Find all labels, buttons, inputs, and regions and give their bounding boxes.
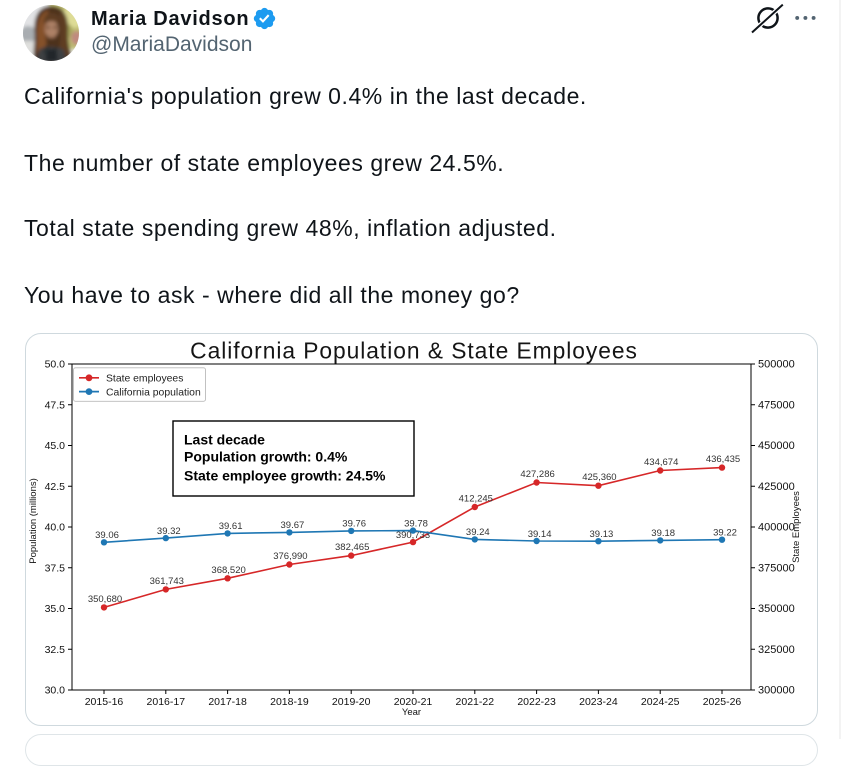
svg-text:2015-16: 2015-16	[85, 696, 124, 708]
svg-text:2017-18: 2017-18	[208, 696, 247, 708]
svg-text:39.13: 39.13	[590, 529, 614, 540]
svg-text:2024-25: 2024-25	[641, 696, 680, 708]
svg-text:300000: 300000	[758, 685, 795, 697]
svg-text:475000: 475000	[758, 399, 795, 411]
svg-text:2023-24: 2023-24	[579, 696, 618, 708]
svg-text:325000: 325000	[758, 644, 795, 656]
svg-text:39.76: 39.76	[342, 519, 366, 530]
svg-text:45.0: 45.0	[45, 440, 66, 452]
svg-text:32.5: 32.5	[45, 644, 66, 656]
svg-text:425000: 425000	[758, 481, 795, 493]
svg-text:Population growth: 0.4%: Population growth: 0.4%	[184, 449, 348, 465]
svg-text:427,286: 427,286	[520, 469, 554, 480]
svg-text:39.24: 39.24	[466, 527, 490, 538]
svg-text:50.0: 50.0	[45, 359, 66, 371]
svg-text:47.5: 47.5	[45, 399, 66, 411]
svg-text:State employee growth: 24.5%: State employee growth: 24.5%	[184, 468, 386, 484]
svg-text:400000: 400000	[758, 522, 795, 534]
svg-text:39.32: 39.32	[157, 526, 181, 537]
svg-text:State Employees: State Employees	[791, 491, 802, 563]
svg-text:382,465: 382,465	[335, 542, 369, 553]
svg-text:39.06: 39.06	[95, 530, 119, 541]
svg-text:42.5: 42.5	[45, 481, 66, 493]
svg-text:450000: 450000	[758, 440, 795, 452]
svg-text:2016-17: 2016-17	[147, 696, 186, 708]
svg-text:350000: 350000	[758, 603, 795, 615]
svg-text:California Population & State: California Population & State Employees	[190, 338, 638, 364]
svg-text:376,990: 376,990	[273, 551, 307, 562]
svg-text:436,435: 436,435	[706, 454, 740, 465]
svg-text:39.22: 39.22	[713, 528, 737, 539]
svg-text:368,520: 368,520	[211, 565, 245, 576]
svg-text:Last decade: Last decade	[184, 432, 265, 448]
svg-text:2020-21: 2020-21	[394, 696, 433, 708]
svg-text:Year: Year	[402, 707, 421, 718]
svg-text:425,360: 425,360	[582, 472, 616, 483]
svg-text:39.18: 39.18	[651, 528, 675, 539]
svg-text:361,743: 361,743	[150, 576, 184, 587]
svg-text:State employees: State employees	[106, 374, 183, 385]
svg-text:Population (millions): Population (millions)	[28, 478, 39, 564]
svg-text:375000: 375000	[758, 562, 795, 574]
svg-text:434,674: 434,674	[644, 457, 678, 468]
svg-text:2021-22: 2021-22	[456, 696, 495, 708]
svg-text:390,733: 390,733	[396, 530, 430, 541]
svg-text:39.78: 39.78	[404, 518, 428, 529]
svg-text:35.0: 35.0	[45, 603, 66, 615]
svg-text:30.0: 30.0	[45, 685, 66, 697]
svg-text:500000: 500000	[758, 359, 795, 371]
svg-text:37.5: 37.5	[45, 562, 66, 574]
svg-text:412,245: 412,245	[459, 494, 493, 505]
svg-text:40.0: 40.0	[45, 522, 66, 534]
svg-text:39.67: 39.67	[281, 520, 305, 531]
svg-text:350,680: 350,680	[88, 594, 122, 605]
svg-text:2025-26: 2025-26	[703, 696, 742, 708]
svg-text:2022-23: 2022-23	[517, 696, 556, 708]
svg-text:39.61: 39.61	[219, 521, 243, 532]
svg-text:2019-20: 2019-20	[332, 696, 371, 708]
svg-text:2018-19: 2018-19	[270, 696, 309, 708]
svg-text:39.14: 39.14	[528, 529, 552, 540]
svg-text:California population: California population	[106, 387, 201, 398]
